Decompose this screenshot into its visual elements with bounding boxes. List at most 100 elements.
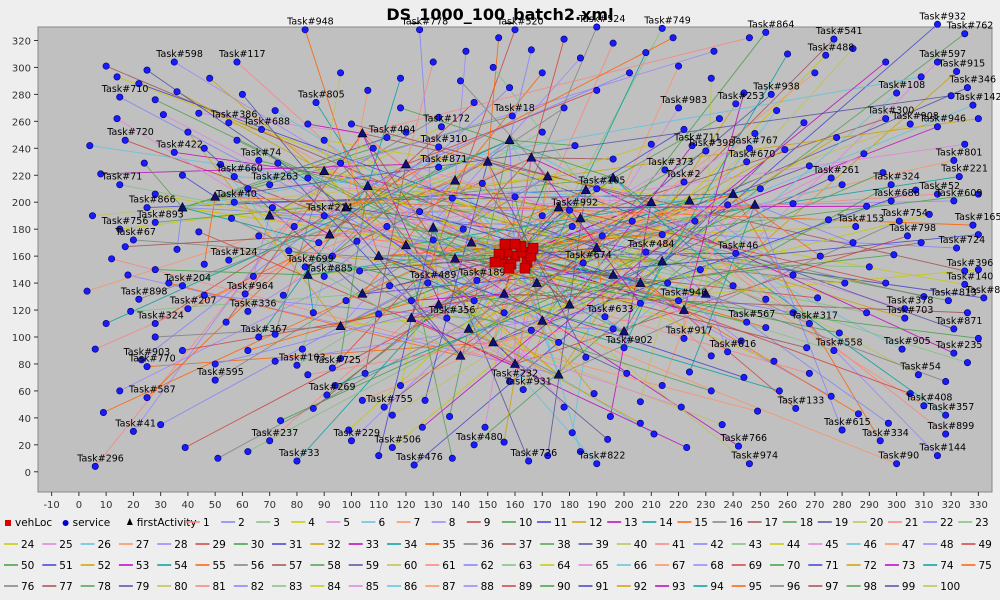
service-point: [724, 348, 732, 356]
route-line: [460, 94, 772, 357]
service-point: [917, 239, 925, 247]
x-axis: -10 0 10 20 30 40 50 60 70 80 90 100 110 120 130 140 150…: [43, 492, 988, 511]
service-point: [579, 259, 587, 267]
service-point: [642, 248, 650, 256]
service-point: [143, 363, 151, 371]
service-point: [375, 452, 383, 460]
first-activity-marker: [324, 228, 335, 239]
task-label: Task#711: [673, 133, 721, 144]
service-point: [598, 232, 606, 240]
x-tick-label: 110: [369, 500, 388, 511]
first-activity-marker: [335, 320, 346, 331]
x-tick-label: 190: [587, 500, 606, 511]
service-point: [402, 128, 410, 136]
task-label: Task#317: [790, 311, 838, 322]
task-label: Task#2: [665, 169, 701, 180]
service-point: [642, 49, 650, 57]
route-line: [661, 193, 734, 386]
service-point: [500, 438, 508, 446]
route-line: [558, 48, 854, 376]
first-activity-marker: [580, 184, 591, 194]
legend-route-label: 10: [519, 517, 532, 529]
service-point: [606, 413, 614, 421]
service-point: [890, 251, 898, 259]
route-line: [558, 205, 867, 209]
route-line: [484, 157, 532, 428]
service-point: [702, 147, 710, 155]
task-label: Task#74: [240, 147, 282, 158]
x-tick-label: 140: [451, 500, 470, 511]
legend-route-label: 20: [870, 517, 883, 529]
service-point: [718, 421, 726, 429]
route-line: [596, 65, 679, 249]
service-point: [724, 201, 732, 209]
legend-route-label: 39: [596, 539, 609, 551]
route-lines: [86, 23, 984, 467]
legend-route-label: 66: [634, 560, 648, 572]
service-point: [91, 345, 99, 353]
service-point: [83, 287, 91, 295]
service-point: [225, 119, 233, 127]
service-point: [950, 156, 958, 164]
service-point: [386, 282, 394, 290]
service-point: [129, 427, 137, 435]
legend-route-label: 52: [98, 560, 111, 572]
task-label: Task#903: [123, 347, 171, 358]
service-point: [255, 232, 263, 240]
route-line: [640, 282, 859, 415]
service-point: [661, 166, 669, 174]
service-point: [397, 104, 405, 112]
service-point: [448, 194, 456, 202]
service-point: [138, 356, 146, 364]
service-point: [222, 318, 230, 326]
task-label: Task#124: [210, 247, 258, 258]
service-point: [361, 369, 369, 377]
first-activity-marker: [482, 156, 493, 166]
y-tick-label: 260: [12, 117, 31, 128]
service-point: [525, 457, 533, 465]
service-point: [437, 123, 445, 131]
x-tick-label: 60: [236, 500, 249, 511]
service-point: [323, 391, 331, 399]
task-label: Task#948: [286, 17, 334, 28]
service-point: [443, 314, 451, 322]
service-point: [397, 74, 405, 82]
service-point: [489, 63, 497, 71]
service-point: [184, 128, 192, 136]
service-point: [893, 460, 901, 468]
route-line: [547, 176, 919, 376]
service-point: [151, 320, 159, 328]
service-point: [751, 129, 759, 137]
service-point: [675, 297, 683, 305]
task-label: Task#144: [918, 443, 966, 454]
service-point: [151, 333, 159, 341]
chart-title: DS_1000_100_batch2.xml: [386, 5, 613, 24]
route-line: [247, 193, 734, 452]
x-tick-label: 330: [969, 500, 988, 511]
task-label: Task#822: [578, 451, 626, 462]
service-point: [560, 104, 568, 112]
x-tick-label: 170: [533, 500, 552, 511]
service-point: [255, 156, 263, 164]
service-point: [116, 387, 124, 395]
route-line: [612, 177, 734, 287]
route-line: [119, 176, 548, 392]
service-point: [833, 134, 841, 142]
task-label: Task#404: [368, 125, 416, 136]
x-tick-label: 90: [318, 500, 331, 511]
legend-route-label: 75: [979, 560, 992, 572]
task-label: Task#703: [886, 305, 934, 316]
service-point: [593, 185, 601, 193]
task-label: Task#524: [578, 14, 626, 25]
first-activity-markers: [177, 127, 760, 379]
x-tick-label: 0: [76, 500, 82, 511]
service-point: [658, 382, 666, 390]
task-label: Task#172: [422, 114, 470, 125]
route-line: [705, 293, 946, 382]
route-line: [307, 123, 363, 134]
task-label: Task#221: [940, 164, 988, 175]
service-point: [170, 58, 178, 66]
service-point: [290, 222, 298, 230]
service-point: [822, 51, 830, 59]
y-tick-label: 280: [12, 90, 31, 101]
